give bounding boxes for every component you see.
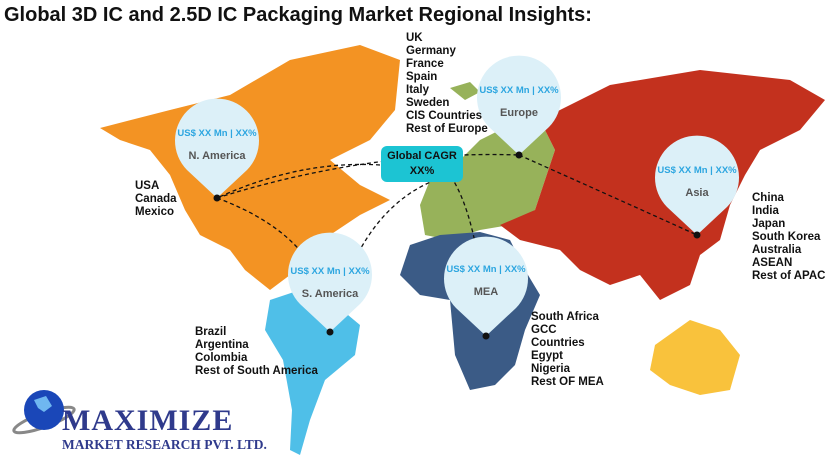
country: Rest OF MEA <box>531 376 604 388</box>
country: GCC <box>531 324 557 336</box>
pin-dot-asia <box>693 231 701 239</box>
pin-asia <box>655 135 740 235</box>
logo-subtitle: MARKET RESEARCH PVT. LTD. <box>62 437 267 452</box>
country: South Korea <box>752 231 821 243</box>
globe-icon <box>12 390 76 435</box>
region-value: US$ XX Mn | XX% <box>446 264 526 275</box>
country: UK <box>406 32 423 44</box>
greenland-shape <box>450 82 480 100</box>
country: Argentina <box>195 339 249 351</box>
region-name: Europe <box>500 107 538 119</box>
country: USA <box>135 180 160 192</box>
country: Spain <box>406 71 438 83</box>
company-logo: MAXIMIZE MARKET RESEARCH PVT. LTD. <box>10 386 267 452</box>
country: India <box>752 205 779 217</box>
country: China <box>752 192 784 204</box>
europe-countries: UK Germany France Spain Italy Sweden CIS… <box>406 32 488 136</box>
south-america-countries: Brazil Argentina Colombia Rest of South … <box>195 326 318 378</box>
country: Nigeria <box>531 363 570 375</box>
region-value: US$ XX Mn | XX% <box>177 128 257 139</box>
country: ASEAN <box>752 257 793 269</box>
region-name: N. America <box>188 150 246 162</box>
country: Rest of South America <box>195 365 318 377</box>
country: Canada <box>135 193 177 205</box>
north-america-countries: USA Canada Mexico <box>135 180 177 219</box>
country: CIS Countries <box>406 110 483 122</box>
logo-name: MAXIMIZE <box>62 404 234 437</box>
north-america-shape <box>100 45 400 290</box>
pin-dot-mea <box>482 332 490 340</box>
pin-dot-south-america <box>326 328 334 336</box>
region-value: US$ XX Mn | XX% <box>290 266 370 277</box>
country: Italy <box>406 84 430 96</box>
pin-south-america <box>287 232 372 332</box>
asia-countries: China India Japan South Korea Australia … <box>752 192 825 283</box>
region-value: US$ XX Mn | XX% <box>479 85 559 96</box>
pin-shapes <box>175 55 740 336</box>
global-cagr-label: Global CAGR <box>387 150 457 162</box>
australia-shape <box>650 320 740 395</box>
pin-dot-europe <box>515 151 523 159</box>
country: Brazil <box>195 326 227 338</box>
region-name: Asia <box>685 187 709 199</box>
pin-mea <box>443 236 528 336</box>
country: France <box>406 58 444 70</box>
pin-europe <box>477 55 562 156</box>
country: Sweden <box>406 97 450 109</box>
country: Japan <box>752 218 786 230</box>
country: Australia <box>752 244 802 256</box>
country: Egypt <box>531 350 563 362</box>
mea-countries: South Africa GCC Countries Egypt Nigeria… <box>531 311 604 389</box>
south-america-shape <box>265 290 360 455</box>
pin-dot-north-america <box>213 194 221 202</box>
country: Mexico <box>135 206 174 218</box>
global-cagr-box: Global CAGR XX% <box>381 146 463 182</box>
country: Countries <box>531 337 585 349</box>
global-cagr-value: XX% <box>409 165 435 177</box>
page-title: Global 3D IC and 2.5D IC Packaging Marke… <box>4 4 592 26</box>
country: Rest of APAC <box>752 270 826 282</box>
pin-north-america <box>175 98 259 198</box>
connection-lines <box>216 153 698 337</box>
country: Rest of Europe <box>406 123 488 135</box>
country: Colombia <box>195 352 248 364</box>
region-name: MEA <box>473 286 499 298</box>
country: South Africa <box>531 311 599 323</box>
region-name: S. America <box>301 288 359 300</box>
region-value: US$ XX Mn | XX% <box>657 165 737 176</box>
country: Germany <box>406 45 456 57</box>
